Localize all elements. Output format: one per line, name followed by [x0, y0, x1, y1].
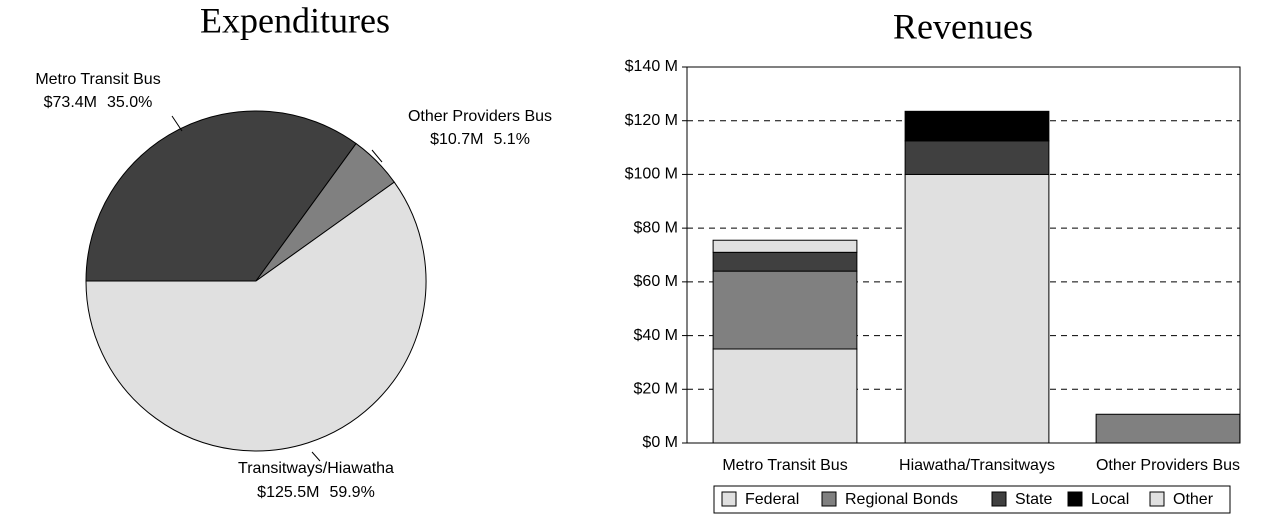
bar-segment: [904, 110, 1050, 142]
percent-label: 59.9%: [329, 484, 374, 501]
y-tick-label: $0 M: [642, 434, 678, 451]
legend-box: [713, 485, 1231, 514]
leader-line: [311, 451, 321, 462]
value-label: $73.4M: [44, 94, 97, 111]
leader-line: [371, 149, 383, 163]
bar-segment: [712, 239, 858, 253]
leader-line: [171, 115, 183, 132]
slice-value: $73.4M 35.0%: [44, 94, 153, 111]
y-tick-label: $120 M: [625, 112, 678, 129]
legend-swatch: [1067, 491, 1083, 507]
x-tick-label: Other Providers Bus: [1096, 457, 1240, 474]
bar-segment: [904, 173, 1050, 444]
slice-value: $10.7M 5.1%: [430, 131, 530, 148]
legend-label: Federal: [745, 491, 799, 508]
legend-label: Other: [1173, 491, 1214, 508]
y-tick-label: $40 M: [634, 327, 678, 344]
y-tick-label: $140 M: [625, 58, 678, 75]
pie-slice: [85, 181, 427, 452]
value-label: $125.5M: [257, 484, 319, 501]
bar-segment: [712, 348, 858, 444]
value-label: $10.7M: [430, 131, 483, 148]
percent-label: 35.0%: [107, 94, 152, 111]
x-tick-label: Metro Transit Bus: [722, 457, 847, 474]
y-tick-label: $20 M: [634, 381, 678, 398]
slice-label: Transitways/Hiawatha: [238, 460, 394, 477]
slice-label: Other Providers Bus: [408, 108, 552, 125]
bar-segment: [712, 270, 858, 350]
legend-label: Local: [1091, 491, 1129, 508]
bar-segment: [904, 140, 1050, 175]
slice-value: $125.5M 59.9%: [257, 484, 375, 501]
x-tick-label: Hiawatha/Transitways: [899, 457, 1055, 474]
bar-segment: [1095, 413, 1241, 444]
legend-swatch: [721, 491, 737, 507]
pie-title: Expenditures: [200, 0, 390, 40]
pie-slice: [85, 110, 357, 282]
slice-label: Metro Transit Bus: [35, 71, 160, 88]
legend-label: State: [1015, 491, 1052, 508]
bar-title: Revenues: [893, 6, 1033, 46]
y-tick-label: $80 M: [634, 219, 678, 236]
legend-label: Regional Bonds: [845, 491, 958, 508]
y-tick-label: $60 M: [634, 273, 678, 290]
legend-swatch: [821, 491, 837, 507]
y-tick-label: $100 M: [625, 166, 678, 183]
legend-swatch: [1149, 491, 1165, 507]
percent-label: 5.1%: [493, 131, 529, 148]
bar-segment: [712, 251, 858, 272]
legend-swatch: [991, 491, 1007, 507]
